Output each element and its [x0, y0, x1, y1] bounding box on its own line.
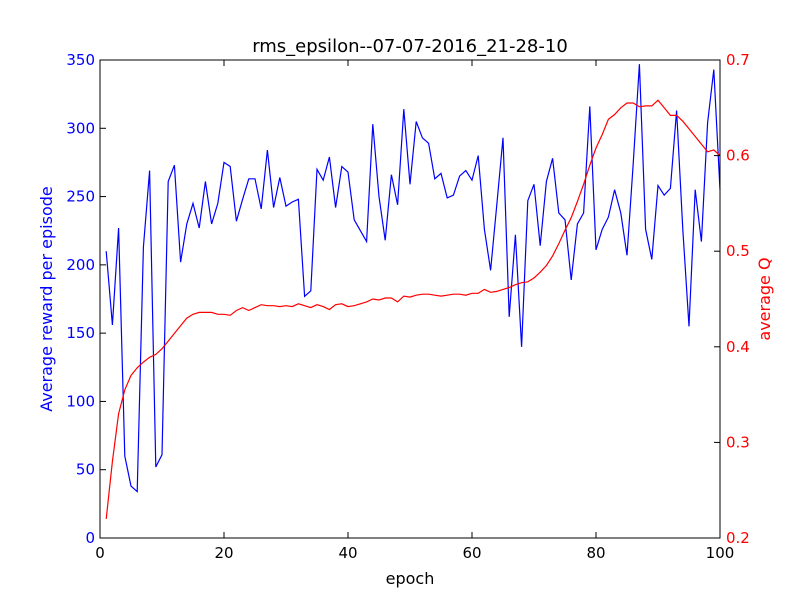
right-y-tick-label: 0.2 — [726, 529, 750, 547]
right-y-tick-label: 0.6 — [726, 147, 750, 165]
right-y-tick-label: 0.7 — [726, 51, 750, 69]
left-y-axis-label: Average reward per episode — [37, 186, 56, 412]
x-tick-label: 60 — [462, 544, 481, 562]
x-tick-label: 100 — [706, 544, 735, 562]
right-y-tick-label: 0.4 — [726, 338, 750, 356]
x-tick-label: 40 — [338, 544, 357, 562]
right-y-tick-label: 0.5 — [726, 242, 750, 260]
plot-frame — [99, 59, 721, 539]
chart-title: rms_epsilon--07-07-2016_21-28-10 — [252, 36, 568, 57]
left-y-tick-label: 250 — [66, 188, 95, 206]
x-axis-label: epoch — [386, 569, 435, 588]
left-y-tick-label: 150 — [66, 324, 95, 342]
right-y-axis-label: average Q — [755, 257, 774, 340]
plot-area — [105, 64, 721, 519]
x-axis: 0 20 40 60 80 100 — [95, 60, 734, 562]
left-y-tick-label: 300 — [66, 119, 95, 137]
reward-line — [105, 64, 721, 493]
right-y-tick-label: 0.3 — [726, 433, 750, 451]
average-q-line — [105, 99, 721, 519]
left-y-tick-label: 350 — [66, 51, 95, 69]
left-y-tick-label: 0 — [85, 529, 95, 547]
x-tick-label: 20 — [214, 544, 233, 562]
x-tick-label: 0 — [95, 544, 105, 562]
right-y-axis: 0.2 0.3 0.4 0.5 0.6 0.7 — [714, 51, 750, 547]
left-y-tick-label: 100 — [66, 392, 95, 410]
x-tick-label: 80 — [586, 544, 605, 562]
left-y-tick-label: 50 — [76, 461, 95, 479]
left-y-axis: 0 50 100 150 200 250 300 350 — [66, 51, 106, 547]
left-y-tick-label: 200 — [66, 256, 95, 274]
